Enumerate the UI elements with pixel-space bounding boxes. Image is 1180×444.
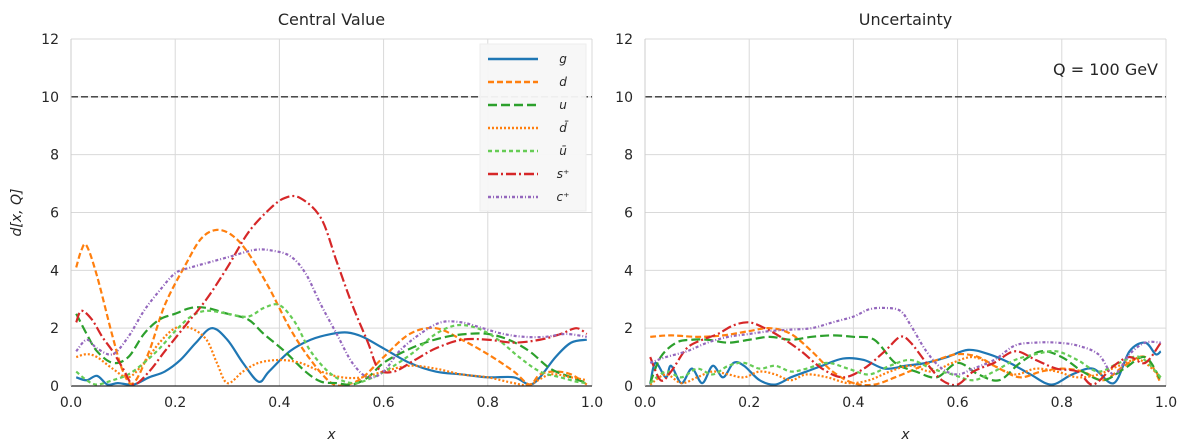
y-tick-label: 4 bbox=[50, 263, 59, 279]
series-line-1 bbox=[75, 228, 588, 386]
y-axis-label: d[x, Q] bbox=[9, 188, 25, 236]
y-tick-label: 2 bbox=[624, 321, 633, 337]
y-tick-label: 4 bbox=[624, 263, 633, 279]
series-line-5 bbox=[75, 194, 588, 386]
x-tick-label: 0.8 bbox=[1051, 395, 1073, 411]
y-tick-label: 8 bbox=[50, 148, 59, 164]
y-tick-label: 12 bbox=[41, 32, 59, 48]
y-tick-label: 12 bbox=[615, 32, 633, 48]
y-tick-label: 0 bbox=[624, 379, 633, 395]
series-line-6 bbox=[75, 248, 587, 379]
annotation-label: Q = 100 GeV bbox=[1053, 60, 1158, 79]
legend-label-2: u bbox=[559, 98, 567, 112]
legend-label-0: g bbox=[559, 52, 567, 66]
x-tick-label: 1.0 bbox=[1155, 395, 1177, 411]
legend-label-3: d̄ bbox=[559, 121, 569, 135]
x-tick-label: 0.2 bbox=[164, 395, 186, 411]
series-group bbox=[649, 306, 1162, 386]
legend-label-4: ū bbox=[559, 144, 567, 158]
legend: gdu d̄ ū s⁺ c⁺ bbox=[479, 43, 587, 212]
y-tick-label: 2 bbox=[50, 321, 59, 337]
x-axis-label: x bbox=[900, 427, 910, 443]
series-line-0 bbox=[75, 327, 587, 386]
series-line-4 bbox=[75, 303, 587, 386]
x-tick-label: 0.0 bbox=[634, 395, 656, 411]
series-line-4 bbox=[649, 349, 1162, 384]
y-tick-label: 0 bbox=[50, 379, 59, 395]
x-tick-label: 0.2 bbox=[738, 395, 760, 411]
x-tick-label: 1.0 bbox=[581, 395, 603, 411]
y-tick-label: 10 bbox=[41, 90, 59, 106]
panel-central-value: 0.0 0.2 0.4 0.6 0.8 1.0 0 2 4 6 8 10 12 Central Value… bbox=[9, 10, 603, 443]
series-line-3 bbox=[75, 325, 587, 386]
x-tick-label: 0.4 bbox=[842, 395, 864, 411]
chart-title: Uncertainty bbox=[859, 10, 952, 29]
x-tick-label: 0.8 bbox=[477, 395, 499, 411]
x-tick-label: 0.6 bbox=[946, 395, 968, 411]
series-group bbox=[75, 194, 588, 386]
series-line-2 bbox=[649, 334, 1162, 384]
series-line-0 bbox=[649, 341, 1162, 386]
series-line-6 bbox=[649, 306, 1161, 376]
x-tick-label: 0.0 bbox=[60, 395, 82, 411]
y-tick-label: 8 bbox=[624, 148, 633, 164]
legend-label-1: d bbox=[559, 75, 567, 89]
legend-label-6: c⁺ bbox=[557, 190, 570, 204]
chart-title: Central Value bbox=[278, 10, 385, 29]
x-tick-label: 0.4 bbox=[268, 395, 290, 411]
series-line-5 bbox=[649, 321, 1162, 386]
panel-uncertainty: 0.0 0.2 0.4 0.6 0.8 1.0 0 2 4 6 8 10 12 Uncertainty x Q… bbox=[615, 10, 1177, 443]
x-axis-label: x bbox=[326, 427, 336, 443]
y-tick-label: 6 bbox=[624, 206, 633, 222]
y-tick-label: 6 bbox=[50, 206, 59, 222]
y-tick-label: 10 bbox=[615, 90, 633, 106]
x-tick-label: 0.6 bbox=[372, 395, 394, 411]
legend-label-5: s⁺ bbox=[557, 167, 570, 181]
series-line-2 bbox=[75, 306, 588, 386]
